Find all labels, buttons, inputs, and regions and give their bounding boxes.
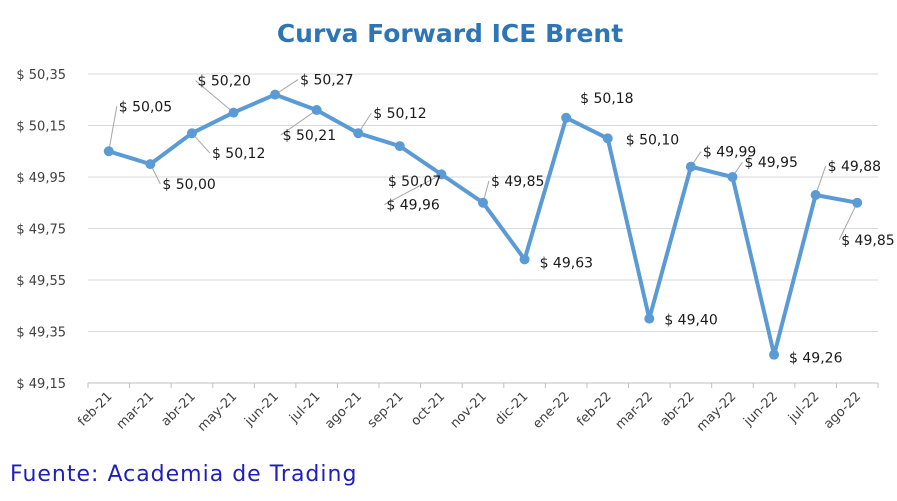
data-label: $ 49,95 [744, 155, 797, 171]
x-tick-label: nov-21 [448, 389, 490, 431]
x-tick-label: abr-21 [158, 389, 198, 429]
x-tick-label: ago-21 [322, 389, 365, 432]
data-label: $ 50,27 [300, 73, 353, 89]
source-note: Fuente: Academia de Trading [10, 462, 358, 487]
y-tick-label: $ 49,15 [16, 377, 66, 392]
data-point-markers [103, 89, 863, 360]
data-point [810, 190, 821, 201]
data-label: $ 49,85 [841, 233, 894, 249]
leader-line [280, 109, 317, 136]
data-label: $ 50,12 [373, 106, 426, 122]
data-label: $ 49,40 [664, 313, 717, 329]
data-point [727, 172, 738, 182]
data-point [394, 141, 405, 152]
x-tick-label: may-22 [694, 389, 739, 434]
y-axis-tick-labels: $ 49,15 $ 49,35 $ 49,55 $ 49,75 $ 49,95 $ 50,… [16, 68, 66, 392]
x-axis [87, 382, 879, 388]
y-tick-label: $ 49,55 [16, 274, 66, 289]
x-tick-label: may-21 [195, 389, 240, 434]
x-tick-label: feb-21 [75, 389, 115, 429]
leader-line [384, 173, 442, 205]
data-point [478, 197, 488, 208]
y-gridlines [88, 73, 878, 384]
data-point [311, 105, 322, 116]
data-point [353, 128, 364, 139]
data-point [270, 89, 281, 100]
x-tick-label: ago-22 [821, 389, 864, 432]
data-point [228, 107, 239, 118]
y-tick-label: $ 49,95 [16, 171, 66, 186]
data-point [685, 161, 696, 172]
x-tick-label: ene-22 [530, 389, 573, 432]
data-label: $ 50,18 [580, 91, 633, 107]
data-point [769, 349, 780, 360]
x-tick-label: jul-21 [286, 389, 323, 426]
data-label: $ 50,07 [388, 174, 441, 190]
data-label: $ 49,63 [540, 255, 593, 271]
data-labels: $ 50,05 $ 50,00 $ 50,12 $ 50,20 $ 50,27 $ 50,… [119, 73, 895, 367]
series-line [106, 92, 860, 357]
data-label: $ 49,85 [491, 174, 544, 190]
data-point [852, 197, 863, 208]
x-tick-label: jun-22 [740, 389, 781, 430]
data-label: $ 49,99 [703, 145, 756, 161]
leader-line [815, 165, 827, 196]
leader-line [108, 106, 118, 152]
chart-title: Curva Forward ICE Brent [277, 19, 623, 48]
y-tick-label: $ 50,15 [16, 120, 66, 135]
data-point [519, 254, 530, 265]
x-tick-label: jun-21 [241, 389, 282, 430]
x-tick-label: feb-22 [574, 389, 614, 429]
y-tick-label: $ 49,75 [16, 223, 66, 238]
leader-line [838, 202, 858, 240]
data-label: $ 49,26 [789, 351, 843, 367]
x-tick-label: mar-22 [613, 389, 656, 432]
data-point [436, 169, 447, 180]
data-label: $ 50,21 [283, 128, 336, 144]
data-label: $ 49,88 [828, 159, 881, 175]
data-point [186, 128, 197, 139]
x-tick-label: oct-21 [408, 389, 448, 429]
x-tick-label: sep-21 [365, 389, 407, 431]
data-label: $ 50,20 [198, 74, 251, 90]
x-tick-label: jul-22 [785, 389, 822, 426]
data-point [602, 133, 613, 144]
y-tick-label: $ 50,35 [16, 68, 66, 83]
data-point [561, 112, 572, 123]
data-label: $ 50,12 [212, 146, 265, 162]
data-label: $ 49,96 [386, 197, 440, 213]
data-label: $ 50,00 [162, 177, 215, 193]
data-point [644, 313, 655, 324]
leader-line [195, 80, 234, 114]
data-label: $ 50,10 [626, 132, 679, 148]
x-tick-label: mar-21 [114, 389, 157, 432]
data-point [103, 146, 114, 157]
x-tick-label: abr-22 [657, 389, 697, 429]
data-point [145, 159, 156, 170]
x-tick-label: dic-21 [492, 389, 531, 428]
data-label: $ 50,05 [119, 99, 172, 115]
y-tick-label: $ 49,35 [16, 326, 66, 341]
